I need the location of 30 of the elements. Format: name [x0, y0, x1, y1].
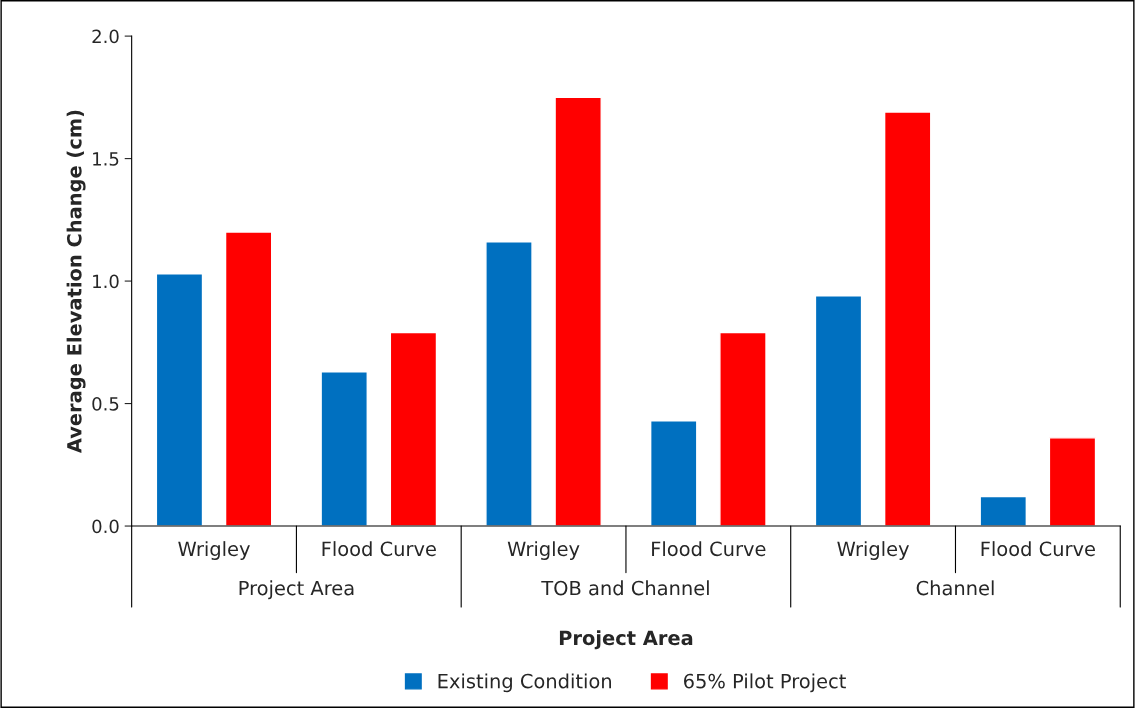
bar [224, 231, 273, 527]
y-tick-label: 1.0 [93, 274, 119, 289]
x-tick-label: Flood Curve [322, 541, 436, 557]
bar [1048, 437, 1097, 527]
text: Project Area [239, 580, 354, 600]
y-tick-label: 0.5 [92, 397, 119, 411]
y-axis-title: Average Elevation Change (cm) [66, 110, 86, 454]
legend-label: Existing Condition [438, 673, 611, 693]
bar [883, 111, 932, 527]
x-tick-label: Wrigley [178, 541, 250, 560]
y-tick-label: 2.0 [92, 29, 119, 44]
bar [485, 241, 533, 527]
bar [649, 420, 698, 527]
bar [814, 295, 863, 527]
y-tick-label: 0.0 [92, 519, 119, 534]
x-tick-label: Flood Curve [652, 541, 766, 557]
y-tick-label: 1.5 [93, 152, 119, 166]
bar [554, 96, 602, 527]
text: TOB and Channel [541, 580, 709, 596]
x-tick-label: Flood Curve [981, 541, 1095, 557]
bar [979, 495, 1028, 527]
bar [320, 371, 368, 527]
x-axis-title: Project Area [559, 630, 693, 650]
x-tick-label: Wrigley [837, 541, 909, 560]
x-tick-label: Wrigley [507, 541, 580, 560]
bar [719, 331, 767, 527]
legend-label: 65% Pilot Project [684, 673, 846, 693]
bar [155, 273, 204, 527]
bar [389, 331, 438, 527]
text: Channel [916, 580, 994, 596]
